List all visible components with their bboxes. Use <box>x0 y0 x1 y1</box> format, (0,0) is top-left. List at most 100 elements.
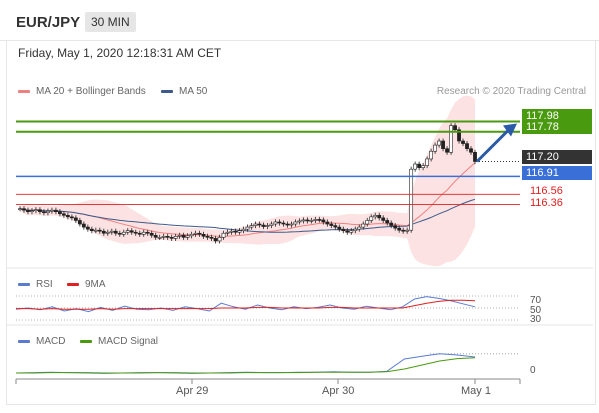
legend-rsi-ma-label: 9MA <box>85 279 106 290</box>
candle-body <box>241 228 246 231</box>
candle-body <box>58 211 62 215</box>
candle-body <box>365 220 370 225</box>
candle-body <box>385 220 390 224</box>
candle-body <box>193 232 198 235</box>
candle-body <box>105 231 110 234</box>
candle-body <box>54 209 58 213</box>
candle-body <box>34 209 38 212</box>
candle-body <box>137 232 142 235</box>
candle-body <box>113 230 118 234</box>
candle-body <box>89 228 94 231</box>
candle-body <box>421 165 426 168</box>
candle-body <box>473 151 477 162</box>
candle-body <box>333 225 338 228</box>
candle-body <box>377 215 382 219</box>
candle-body <box>185 235 190 238</box>
candle-body <box>161 236 166 238</box>
candle-body <box>469 148 473 153</box>
candle-body <box>337 226 342 230</box>
symbol-title: EUR/JPY <box>16 14 81 31</box>
level-label-last: 117.20 <box>522 150 592 164</box>
candle-body <box>109 230 114 233</box>
legend-macd-swatch <box>18 340 30 343</box>
rsi-tick-30: 30 <box>530 314 542 325</box>
candle-body <box>30 210 34 213</box>
candle-body <box>197 232 202 235</box>
candle-body <box>361 223 366 228</box>
candle-body <box>405 229 410 232</box>
candle-body <box>453 125 457 131</box>
legend-ma50-swatch <box>161 90 173 93</box>
candle-body <box>213 238 218 242</box>
candle-body <box>369 216 374 221</box>
candle-body <box>313 219 318 221</box>
level-label-s2: 116.36 <box>530 197 563 209</box>
candle-body <box>205 236 210 238</box>
candle-body <box>261 224 266 227</box>
level-label-s1: 116.56 <box>530 185 563 197</box>
candle-body <box>349 230 354 233</box>
candle-body <box>373 215 378 218</box>
legend-macd: MACD <box>18 336 65 347</box>
candle-body <box>73 217 78 221</box>
chart-frame <box>6 40 596 405</box>
candle-body <box>38 209 42 213</box>
candle-body <box>93 229 98 232</box>
legend-rsi: RSI <box>18 279 53 290</box>
candle-body <box>50 209 54 212</box>
candle-body <box>129 230 134 233</box>
candle-body <box>217 237 222 242</box>
candle-body <box>393 225 398 229</box>
candle-body <box>381 217 386 221</box>
legend-ma20: MA 20 + Bollinger Bands <box>18 86 146 97</box>
candle-body <box>225 231 230 234</box>
candle-body <box>273 221 278 225</box>
candle-body <box>253 223 258 226</box>
candle-body <box>289 223 294 226</box>
candle-body <box>229 230 234 233</box>
legend-rsi-ma: 9MA <box>67 279 106 290</box>
candle-body <box>401 229 406 232</box>
candle-body <box>145 231 150 234</box>
candle-body <box>449 125 453 153</box>
candle-body <box>141 231 146 235</box>
candle-body <box>81 223 86 228</box>
legend-macd-signal: MACD Signal <box>80 336 158 347</box>
candle-body <box>257 223 262 226</box>
legend-macd-label: MACD <box>36 336 66 347</box>
candle-body <box>277 221 282 224</box>
candle-body <box>42 211 46 214</box>
candle-body <box>417 163 422 168</box>
candle-body <box>293 221 298 225</box>
candle-body <box>437 140 441 146</box>
legend-ma50: MA 50 <box>161 86 207 97</box>
candle-body <box>233 230 238 233</box>
candle-body <box>341 228 346 231</box>
candle-body <box>62 213 66 216</box>
candle-body <box>69 216 74 219</box>
macd-tick-0: 0 <box>530 365 536 376</box>
candle-body <box>177 235 182 237</box>
candle-body <box>22 208 26 211</box>
candle-body <box>317 219 322 221</box>
candle-body <box>433 144 437 152</box>
legend-ma20-swatch <box>18 90 30 93</box>
x-tick-may1: May 1 <box>461 385 491 397</box>
candle-body <box>353 228 358 231</box>
rsi-ma-line <box>16 299 476 310</box>
candle-body <box>297 220 302 223</box>
legend-ma50-label: MA 50 <box>179 86 208 97</box>
candle-body <box>18 208 22 210</box>
legend-macd-signal-label: MACD Signal <box>98 336 159 347</box>
candle-body <box>461 140 465 144</box>
candle-body <box>165 236 170 238</box>
candle-body <box>189 233 194 237</box>
candle-body <box>157 237 162 239</box>
candle-body <box>133 231 138 234</box>
candle-body <box>269 223 274 226</box>
timeframe-badge[interactable]: 30 MIN <box>85 12 136 32</box>
credit-text: Research © 2020 Trading Central <box>436 86 586 97</box>
candle-body <box>409 168 414 231</box>
candle-body <box>329 223 334 226</box>
